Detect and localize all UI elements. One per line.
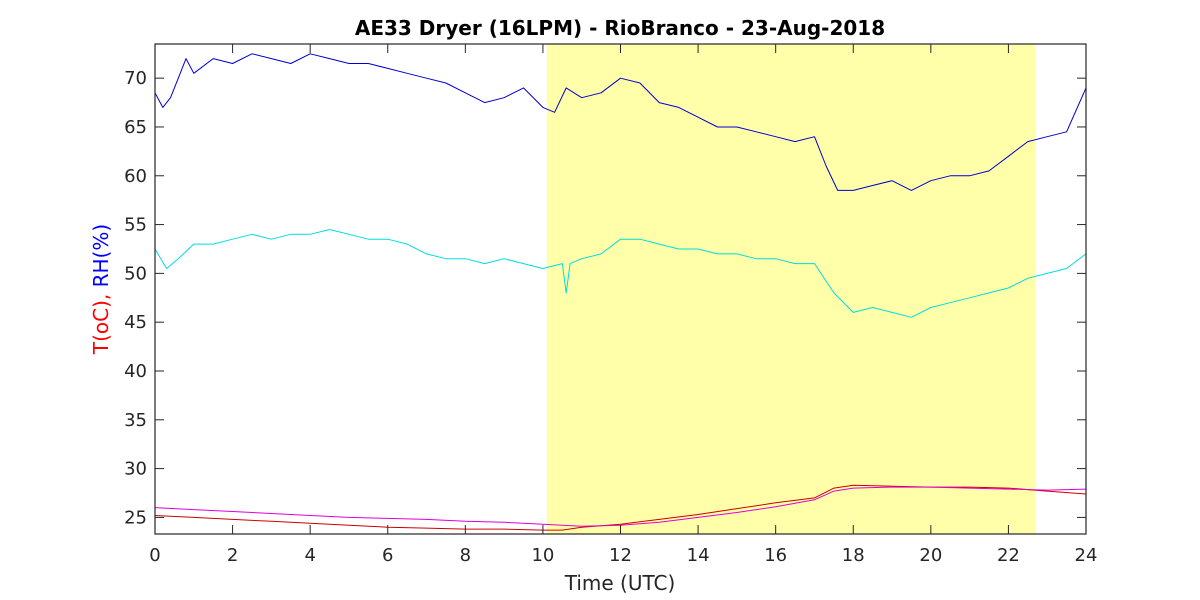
series-line-2 [154,229,1087,318]
x-axis: 0 2 4 6 8 10 12 14 16 18 20 22 24 [149,44,1097,566]
y-axis: 25 30 35 40 45 50 55 60 65 70 [124,68,1086,528]
x-tick-label: 12 [609,545,632,566]
y-tick-label: 60 [124,166,147,187]
x-axis-label: Time (UTC) [564,571,676,595]
x-tick-label: 18 [842,545,865,566]
y-tick-label: 30 [124,459,147,480]
x-tick-label: 20 [919,545,942,566]
highlight-band [546,44,1036,534]
y-tick-label: 50 [124,263,147,284]
x-tick-label: 10 [531,545,554,566]
y-tick-label: 25 [124,507,147,528]
y-tick-label: 70 [124,68,147,89]
y-axis-label: T(oC), RH(%) [89,224,113,355]
y-tick-label: 55 [124,215,147,236]
chart-title: AE33 Dryer (16LPM) - RioBranco - 23-Aug-… [355,16,885,40]
x-tick-label: 4 [304,545,315,566]
y-axis-label-temperature: T(oC), [89,287,113,355]
x-tick-label: 8 [460,545,471,566]
y-axis-label-humidity: RH(%) [89,224,113,288]
x-tick-label: 14 [687,545,710,566]
y-tick-label: 40 [124,361,147,382]
x-tick-label: 2 [227,545,238,566]
x-tick-label: 22 [997,545,1020,566]
y-tick-label: 65 [124,117,147,138]
x-tick-label: 6 [382,545,393,566]
series-layer [154,53,1087,531]
x-tick-label: 24 [1075,545,1098,566]
series-line-4 [154,486,1087,527]
y-tick-label: 35 [124,410,147,431]
x-tick-label: 0 [149,545,160,566]
y-tick-label: 45 [124,312,147,333]
series-line-1 [154,53,1087,191]
x-tick-label: 16 [764,545,787,566]
